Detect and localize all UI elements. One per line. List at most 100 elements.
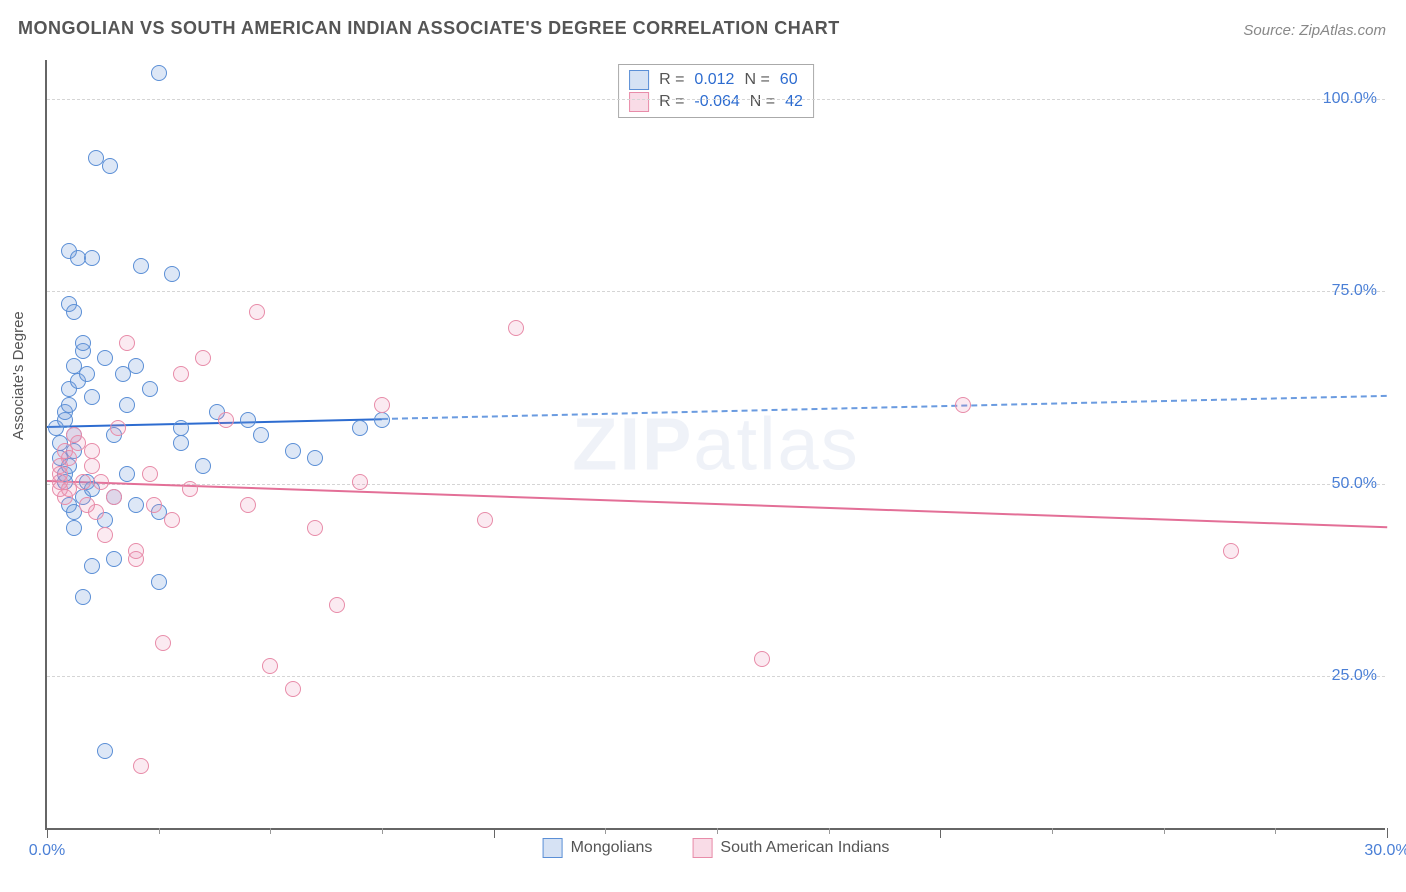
gridline-h [47,291,1385,292]
data-point-a [164,266,180,282]
data-point-b [128,543,144,559]
data-point-b [374,397,390,413]
data-point-a [84,389,100,405]
data-point-b [262,658,278,674]
x-tick-label: 0.0% [29,842,65,860]
legend-item-a: Mongolians [543,838,653,858]
x-tick-minor [829,828,830,834]
legend-stats-row-a: R = 0.012 N = 60 [629,69,803,91]
data-point-b [61,450,77,466]
data-point-b [182,481,198,497]
data-point-b [155,635,171,651]
data-point-a [79,366,95,382]
data-point-b [84,443,100,459]
x-tick-minor [270,828,271,834]
data-point-b [754,651,770,667]
data-point-a [119,397,135,413]
data-point-b [119,335,135,351]
data-point-b [218,412,234,428]
data-point-a [119,466,135,482]
plot-area: ZIPatlas R = 0.012 N = 60 R = -0.064 N =… [45,60,1385,830]
y-tick-label: 50.0% [1332,475,1377,493]
swatch-series-b [629,92,649,112]
x-tick-minor [1275,828,1276,834]
data-point-a [128,497,144,513]
data-point-b [285,681,301,697]
x-tick-minor [1052,828,1053,834]
x-tick-major [494,828,495,838]
data-point-a [133,258,149,274]
legend-bottom: Mongolians South American Indians [543,838,890,858]
x-tick-major [1387,828,1388,838]
y-axis-label: Associate's Degree [10,311,27,440]
x-tick-minor [159,828,160,834]
legend-item-b: South American Indians [692,838,889,858]
data-point-b [195,350,211,366]
data-point-b [88,504,104,520]
y-tick-label: 75.0% [1332,282,1377,300]
data-point-a [253,427,269,443]
data-point-b [249,304,265,320]
data-point-a [66,520,82,536]
data-point-b [173,366,189,382]
data-point-b [93,474,109,490]
data-point-a [128,358,144,374]
data-point-a [97,350,113,366]
data-point-b [146,497,162,513]
data-point-a [240,412,256,428]
legend-stats: R = 0.012 N = 60 R = -0.064 N = 42 [618,64,814,118]
gridline-h [47,676,1385,677]
data-point-a [374,412,390,428]
data-point-a [352,420,368,436]
data-point-a [173,420,189,436]
data-point-b [307,520,323,536]
data-point-b [110,420,126,436]
data-point-a [195,458,211,474]
data-point-b [133,758,149,774]
data-point-b [142,466,158,482]
data-point-a [307,450,323,466]
data-point-b [97,527,113,543]
source-attribution: Source: ZipAtlas.com [1243,22,1386,39]
x-tick-major [940,828,941,838]
x-tick-minor [382,828,383,834]
data-point-a [75,335,91,351]
data-point-b [477,512,493,528]
data-point-b [164,512,180,528]
x-tick-minor [605,828,606,834]
swatch-series-a [629,70,649,90]
data-point-a [151,65,167,81]
x-tick-minor [717,828,718,834]
data-point-a [66,304,82,320]
data-point-b [84,458,100,474]
data-point-b [329,597,345,613]
data-point-a [84,558,100,574]
gridline-h [47,484,1385,485]
data-point-b [106,489,122,505]
data-point-a [61,397,77,413]
y-tick-label: 25.0% [1332,667,1377,685]
data-point-b [955,397,971,413]
gridline-h [47,99,1385,100]
data-point-a [142,381,158,397]
y-tick-label: 100.0% [1323,90,1377,108]
data-point-a [75,589,91,605]
data-point-b [1223,543,1239,559]
data-point-a [102,158,118,174]
x-tick-label: 30.0% [1364,842,1406,860]
data-point-b [508,320,524,336]
data-point-a [106,551,122,567]
data-point-a [173,435,189,451]
data-point-b [352,474,368,490]
data-point-a [97,743,113,759]
data-point-a [151,574,167,590]
legend-stats-row-b: R = -0.064 N = 42 [629,91,803,113]
data-point-b [75,474,91,490]
trendline-a-dashed [382,395,1387,420]
data-point-a [84,250,100,266]
x-tick-major [47,828,48,838]
chart-title: MONGOLIAN VS SOUTH AMERICAN INDIAN ASSOC… [18,18,840,39]
data-point-a [285,443,301,459]
x-tick-minor [1164,828,1165,834]
data-point-b [240,497,256,513]
